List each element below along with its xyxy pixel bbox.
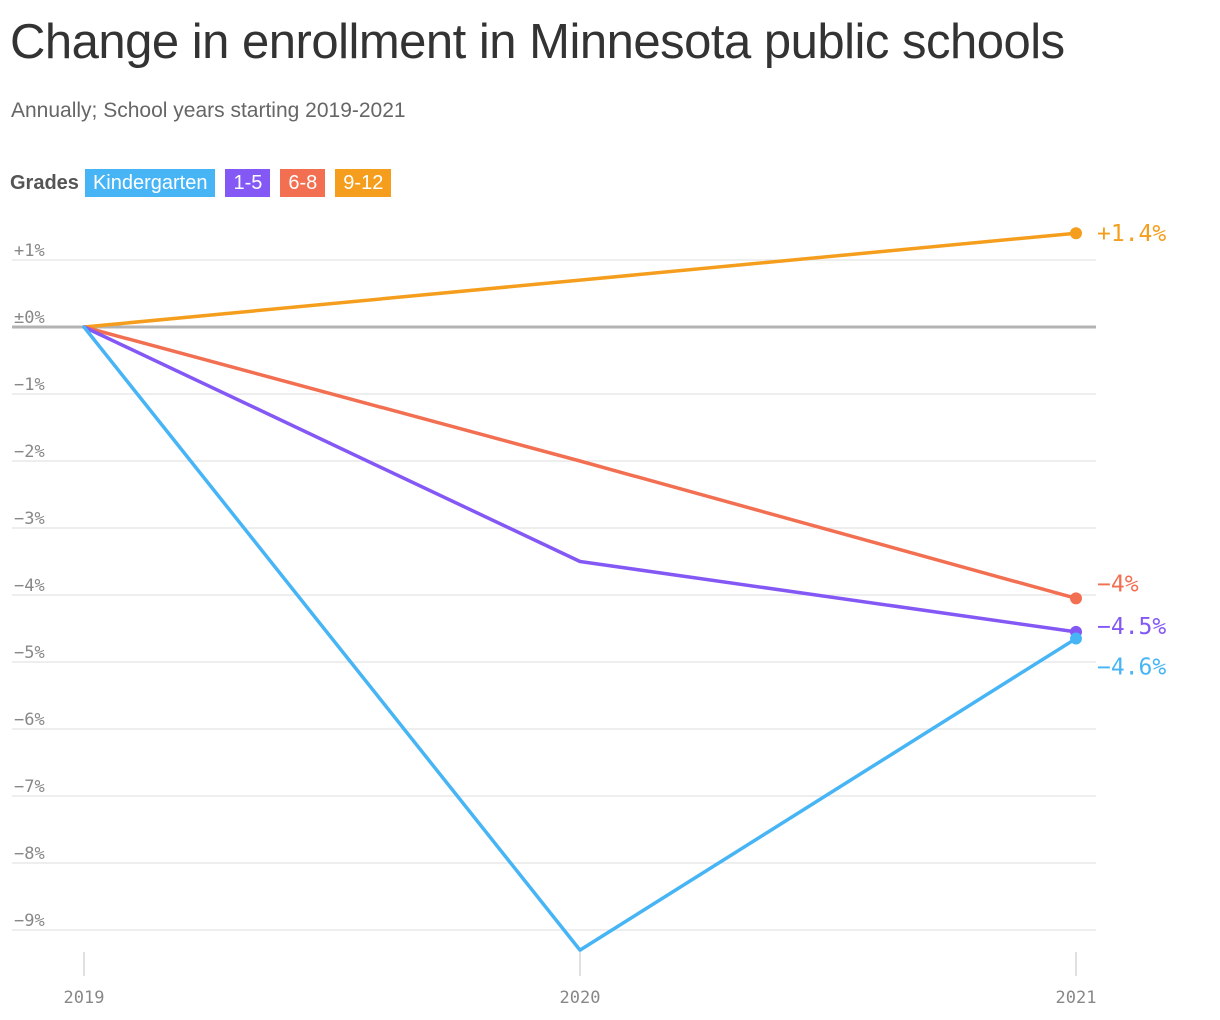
end-point-9-12[interactable] [1070, 227, 1082, 240]
chart-title: Change in enrollment in Minnesota public… [10, 15, 1065, 69]
legend-item-grades-1-5[interactable]: 1-5 [225, 169, 271, 197]
y-tick-label: ±0% [14, 308, 45, 328]
y-tick-label: −8% [14, 844, 45, 864]
y-tick-label: −5% [14, 643, 45, 663]
y-tick-label: −1% [14, 375, 45, 395]
legend: Grades Kindergarten 1-5 6-8 9-12 [10, 169, 392, 197]
series-line-kindergarten[interactable] [82, 325, 1078, 952]
y-tick-label: −2% [14, 442, 45, 462]
legend-item-grades-9-12[interactable]: 9-12 [335, 169, 392, 197]
end-label-kindergarten: −4.6% [1097, 655, 1166, 681]
end-point-kindergarten[interactable] [1070, 632, 1082, 645]
chart-subtitle: Annually; School years starting 2019-202… [11, 99, 406, 122]
end-labels: +1.4% −4% −4.5% −4.6% [1097, 221, 1166, 680]
y-tick-label: −4% [14, 576, 45, 596]
x-tick-label: 2020 [560, 988, 601, 1008]
y-tick-label: −7% [14, 777, 45, 797]
gridlines [12, 259, 1096, 931]
end-label-9-12: +1.4% [1097, 221, 1166, 247]
series-lines [82, 227, 1082, 952]
x-tick-label: 2019 [64, 988, 105, 1008]
legend-item-grades-6-8[interactable]: 6-8 [280, 169, 326, 197]
series-line-1-5[interactable] [82, 325, 1078, 634]
legend-title: Grades [10, 171, 79, 194]
y-tick-label: −3% [14, 509, 45, 529]
series-line-9-12[interactable] [82, 231, 1078, 329]
y-tick-label: −6% [14, 710, 45, 730]
x-tick-label: 2021 [1056, 988, 1097, 1008]
axes: +1% ±0% −1% −2% −3% −4% −5% −6% −7% −8% −9% 2019 202… [14, 241, 1096, 1008]
end-point-6-8[interactable] [1070, 592, 1082, 605]
end-label-6-8: −4% [1097, 571, 1139, 597]
series-line-6-8[interactable] [82, 325, 1078, 601]
legend-item-kindergarten[interactable]: Kindergarten [84, 169, 216, 197]
y-tick-label: +1% [14, 241, 45, 261]
y-tick-label: −9% [14, 911, 45, 931]
end-label-1-5: −4.5% [1097, 614, 1166, 640]
